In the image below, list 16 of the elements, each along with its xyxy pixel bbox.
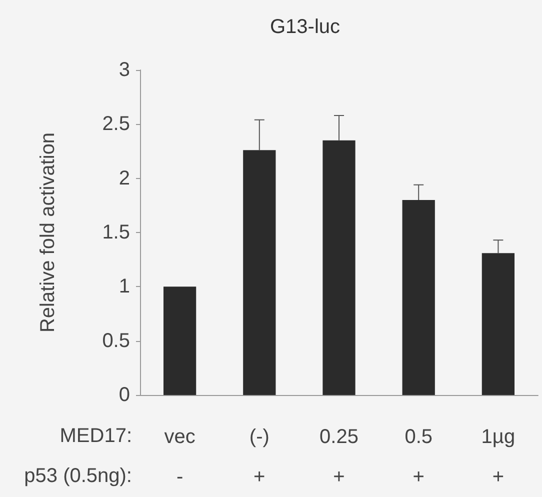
x-tick-label: (-) + xyxy=(249,426,270,488)
text: p53 (0.5ng): xyxy=(24,465,132,487)
x-tick-label: 0.25 + xyxy=(320,426,358,488)
chart-title: G13-luc xyxy=(270,16,340,38)
y-axis-title: Relative fold activation xyxy=(37,132,59,333)
y-tick-label: 0.5 xyxy=(102,330,130,352)
y-tick-label: 2 xyxy=(118,167,130,190)
y-tick-label: 2.5 xyxy=(102,113,130,136)
y-tick-label: 0 xyxy=(118,384,130,406)
x-tick-label: 1µg + xyxy=(481,426,516,488)
y-tick-label: 3 xyxy=(118,59,130,81)
x-tick-label: vec - xyxy=(164,426,196,488)
y-tick-label: 1.5 xyxy=(102,222,130,244)
x-tick-label: 0.5 + xyxy=(404,426,433,488)
y-tick-label: 1 xyxy=(118,276,130,298)
text: MED17: xyxy=(60,425,132,447)
